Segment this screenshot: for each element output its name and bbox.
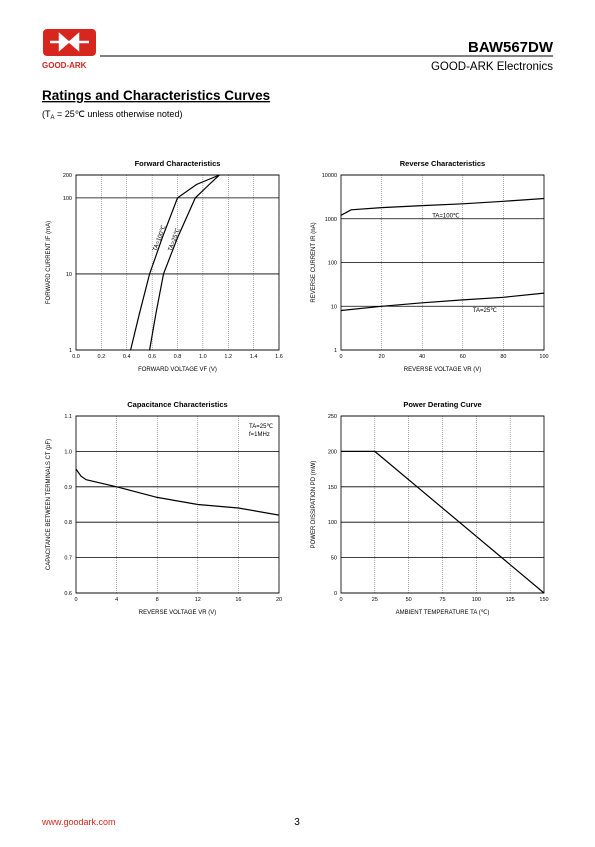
- annotation: f=1MHz: [249, 432, 270, 438]
- plot-frame: [75, 174, 280, 351]
- x-tick-label: 16: [235, 597, 241, 603]
- y-tick-label: 1.1: [64, 414, 72, 420]
- chart-title: Forward Characteristics: [135, 159, 221, 168]
- logo-symbol: [50, 32, 89, 52]
- note-part: = 25℃ unless otherwise noted): [55, 109, 183, 119]
- y-tick-label: 250: [328, 414, 337, 420]
- x-tick-label: 0.4: [123, 354, 131, 360]
- annotation: TA=25℃: [249, 424, 273, 430]
- x-tick-label: 8: [156, 597, 159, 603]
- x-axis-label: AMBIENT TEMPERATURE TA (℃): [396, 610, 490, 616]
- x-tick-label: 25: [372, 597, 378, 603]
- plot-frame: [75, 415, 280, 594]
- y-axis-label: POWER DISSIPATION PD (mW): [311, 461, 317, 549]
- series-line: [75, 468, 280, 516]
- company: GOOD-ARK Electronics: [431, 61, 553, 73]
- x-tick-label: 75: [439, 597, 445, 603]
- x-tick-label: 1.2: [224, 354, 232, 360]
- x-axis-label: REVERSE VOLTAGE VR (V): [139, 610, 216, 616]
- x-tick-label: 100: [472, 597, 481, 603]
- part-number: BAW567DW: [468, 39, 554, 56]
- x-tick-label: 1.6: [275, 354, 283, 360]
- y-tick-label: 1: [69, 348, 72, 354]
- x-tick-label: 4: [115, 597, 118, 603]
- x-tick-label: 60: [460, 354, 466, 360]
- x-tick-label: 50: [406, 597, 412, 603]
- y-tick-label: 1.0: [64, 449, 72, 455]
- y-tick-label: 0.8: [64, 520, 72, 526]
- y-tick-label: 100: [328, 261, 337, 267]
- x-tick-label: 0: [339, 354, 342, 360]
- y-tick-label: 100: [63, 196, 72, 202]
- x-tick-label: 0: [74, 597, 77, 603]
- y-tick-label: 0.6: [64, 591, 72, 597]
- note-sub: A: [51, 115, 55, 121]
- y-tick-label: 200: [328, 449, 337, 455]
- x-axis-label: REVERSE VOLTAGE VR (V): [404, 367, 481, 373]
- x-tick-label: 40: [419, 354, 425, 360]
- section-title: Ratings and Characteristics Curves: [42, 88, 270, 103]
- series-line: [340, 292, 545, 312]
- note-part: (T: [42, 109, 51, 119]
- series-line: [340, 197, 545, 216]
- series-line: [130, 174, 220, 351]
- logo-text: GOOD-ARK: [42, 61, 87, 70]
- x-tick-label: 20: [276, 597, 282, 603]
- y-tick-label: 0: [334, 591, 337, 597]
- y-tick-label: 10: [331, 304, 337, 310]
- y-axis-label: REVERSE CURRENT IR (nA): [311, 222, 317, 302]
- x-tick-label: 0.0: [72, 354, 80, 360]
- y-tick-label: 50: [331, 556, 337, 562]
- x-tick-label: 80: [500, 354, 506, 360]
- y-tick-label: 150: [328, 485, 337, 491]
- section-note: (TA = 25℃ unless otherwise noted): [42, 109, 182, 121]
- x-tick-label: 20: [379, 354, 385, 360]
- y-tick-label: 0.9: [64, 485, 72, 491]
- y-tick-label: 10: [66, 272, 72, 278]
- y-axis-label: FORWARD CURRENT IF (mA): [46, 221, 52, 304]
- series-line: [341, 450, 545, 594]
- y-tick-label: 0.7: [64, 556, 72, 562]
- y-tick-label: 10000: [322, 173, 337, 179]
- x-tick-label: 1.0: [199, 354, 207, 360]
- series-label: TA=25℃: [473, 308, 497, 314]
- x-tick-label: 0.8: [174, 354, 182, 360]
- footer-url[interactable]: www.goodark.com: [41, 817, 116, 827]
- x-tick-label: 150: [539, 597, 548, 603]
- y-axis-label: CAPACITANCE BETWEEN TERMINALS CT (pF): [46, 439, 52, 570]
- x-axis-label: FORWARD VOLTAGE VF (V): [138, 367, 217, 373]
- x-tick-label: 100: [539, 354, 548, 360]
- y-tick-label: 100: [328, 520, 337, 526]
- chart-title: Capacitance Characteristics: [127, 400, 227, 409]
- y-tick-label: 1000: [325, 217, 337, 223]
- x-tick-label: 0.2: [98, 354, 106, 360]
- chart-title: Reverse Characteristics: [400, 159, 485, 168]
- series-line: [149, 174, 220, 351]
- x-tick-label: 1.4: [250, 354, 258, 360]
- plot-frame: [340, 174, 545, 351]
- chart-title: Power Derating Curve: [403, 400, 481, 409]
- series-label: TA=100℃: [432, 214, 460, 220]
- x-tick-label: 12: [195, 597, 201, 603]
- page-number: 3: [294, 817, 300, 828]
- y-tick-label: 1: [334, 348, 337, 354]
- plot-frame: [340, 415, 545, 594]
- y-tick-label: 200: [63, 173, 72, 179]
- x-tick-label: 125: [506, 597, 515, 603]
- x-tick-label: 0.6: [148, 354, 156, 360]
- x-tick-label: 0: [339, 597, 342, 603]
